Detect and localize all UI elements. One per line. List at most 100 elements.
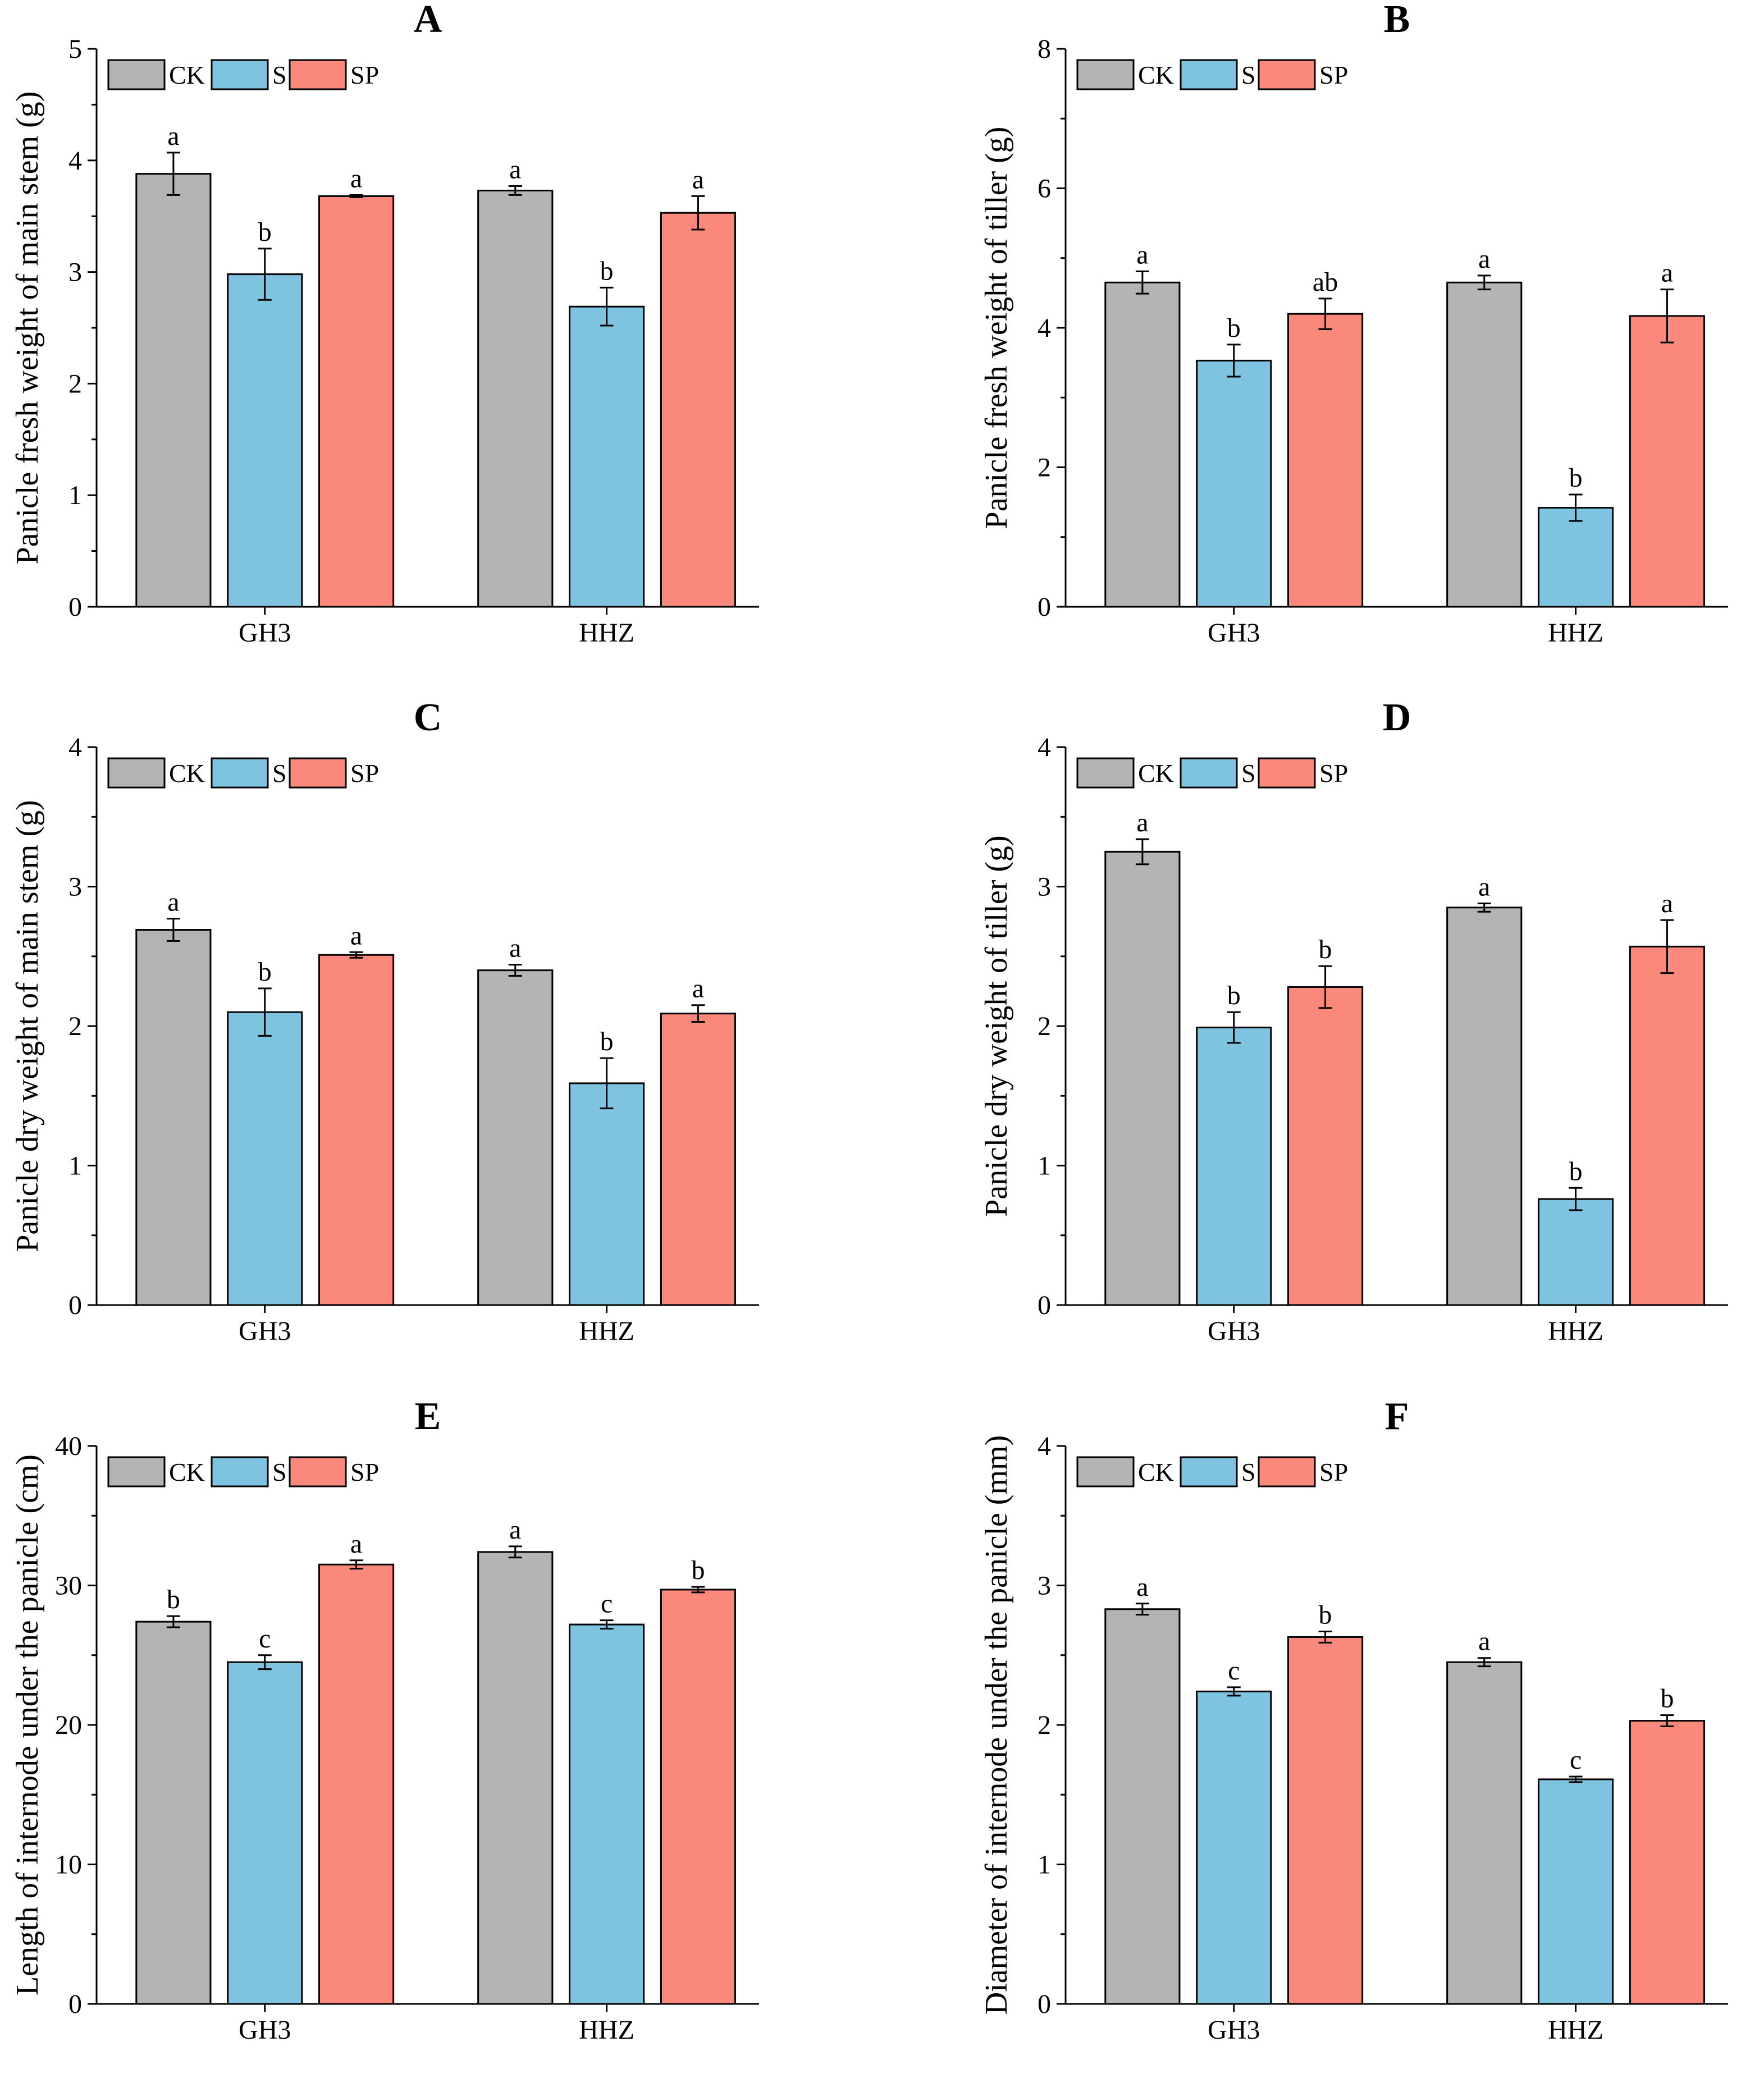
- significance-letter: c: [1228, 1656, 1240, 1686]
- legend-swatch-ck: [107, 757, 166, 789]
- x-tick-label: HHZ: [1548, 618, 1603, 648]
- panel-f: F Diameter of internode under the panicle…: [979, 1395, 1728, 2045]
- bar-s-gh3: [1196, 1690, 1272, 2005]
- y-tick-label: 4: [1038, 313, 1051, 343]
- x-tick-label: HHZ: [579, 1316, 634, 1346]
- panel-d: D Panicle dry weight of tiller (g) a a b b b a 0…: [979, 696, 1728, 1346]
- legend-label: SP: [1319, 759, 1348, 788]
- y-tick-label: 3: [1038, 872, 1051, 902]
- y-tick-label: 20: [55, 1710, 82, 1740]
- y-tick-label: 0: [68, 1290, 82, 1320]
- significance-letter: a: [350, 1529, 362, 1559]
- y-tick-label: 6: [1038, 174, 1051, 204]
- significance-letter: c: [1570, 1745, 1582, 1775]
- legend-label: SP: [350, 759, 379, 788]
- y-tick-label: 1: [1038, 1151, 1051, 1181]
- significance-letter: b: [1319, 1600, 1332, 1630]
- significance-letter: b: [600, 1027, 614, 1056]
- legend-swatch-sp: [1258, 757, 1316, 789]
- bar-sp-hhz: [1629, 945, 1706, 1306]
- significance-letter: a: [692, 974, 704, 1004]
- y-axis-label: Panicle dry weight of tiller (g): [979, 835, 1014, 1217]
- bar-ck-hhz: [1446, 281, 1523, 608]
- legend-swatch-sp: [1258, 1456, 1316, 1487]
- bar-ck-gh3: [1104, 1608, 1181, 2005]
- panel-title: D: [1383, 696, 1411, 739]
- significance-letter: a: [509, 155, 521, 185]
- bar-s-gh3: [1196, 1026, 1272, 1306]
- bar-sp-hhz: [1629, 1720, 1706, 2005]
- y-tick-label: 4: [68, 733, 82, 762]
- legend-label: SP: [1319, 1458, 1348, 1486]
- bar-sp-gh3: [1287, 1636, 1364, 2005]
- bar-sp-hhz: [660, 1013, 737, 1306]
- panel-e: E Length of internode under the panicle (…: [10, 1395, 759, 2045]
- y-tick-label: 0: [68, 592, 82, 622]
- panel-title: B: [1384, 0, 1410, 41]
- bar-s-gh3: [227, 1661, 303, 2005]
- significance-letter: a: [509, 1515, 521, 1545]
- bar-sp-gh3: [318, 1563, 395, 2005]
- y-tick-label: 3: [68, 872, 82, 902]
- bar-s-hhz: [1538, 1778, 1614, 2005]
- legend-swatch-ck: [107, 1456, 166, 1487]
- legend-swatch-sp: [289, 757, 347, 789]
- significance-letter: a: [1136, 1572, 1148, 1602]
- bar-s-gh3: [1196, 359, 1272, 608]
- x-tick-label: HHZ: [1548, 1316, 1603, 1346]
- y-tick-label: 3: [1038, 1571, 1051, 1601]
- bar-sp-gh3: [1287, 313, 1364, 608]
- x-tick-label: HHZ: [1548, 2015, 1603, 2045]
- bar-sp-gh3: [318, 954, 395, 1306]
- legend-swatch-s: [1180, 59, 1238, 90]
- y-axis-label: Panicle fresh weight of main stem (g): [10, 91, 45, 565]
- bar-ck-gh3: [135, 1621, 212, 2005]
- significance-letter: b: [691, 1555, 705, 1585]
- legend-swatch-s: [211, 1456, 269, 1487]
- y-tick-label: 4: [1038, 733, 1051, 762]
- panel-a: A Panicle fresh weight of main stem (g) a a…: [10, 0, 759, 648]
- bar-s-hhz: [569, 1082, 645, 1306]
- y-tick-label: 4: [1038, 1431, 1051, 1461]
- y-tick-label: 5: [68, 34, 82, 64]
- legend-label: S: [1241, 61, 1256, 89]
- significance-letter: a: [1136, 808, 1148, 837]
- y-tick-label: 10: [55, 1850, 82, 1880]
- bar-ck-gh3: [1104, 850, 1181, 1306]
- panel-title: A: [414, 0, 442, 41]
- significance-letter: a: [509, 933, 521, 963]
- bar-s-hhz: [569, 1623, 645, 2005]
- bar-sp-gh3: [1287, 986, 1364, 1306]
- y-axis-label: Panicle fresh weight of tiller (g): [979, 127, 1014, 529]
- significance-letter: a: [1478, 1627, 1490, 1656]
- legend-swatch-ck: [1076, 1456, 1135, 1487]
- bar-s-gh3: [227, 273, 303, 608]
- panel-title: E: [415, 1395, 441, 1438]
- significance-letter: b: [600, 256, 614, 286]
- panel-title: F: [1385, 1395, 1409, 1438]
- y-axis-label: Diameter of internode under the panicle …: [979, 1435, 1014, 2015]
- significance-letter: b: [1569, 463, 1583, 493]
- significance-letter: a: [1478, 872, 1490, 901]
- x-tick-label: HHZ: [579, 618, 634, 648]
- y-tick-label: 2: [1038, 1710, 1051, 1740]
- legend-swatch-s: [211, 757, 269, 789]
- legend-swatch-ck: [1076, 757, 1135, 789]
- legend-swatch-sp: [1258, 59, 1316, 90]
- significance-letter: ab: [1313, 267, 1338, 297]
- y-tick-label: 2: [68, 1011, 82, 1041]
- panel-c: C Panicle dry weight of main stem (g) a a b b…: [10, 696, 759, 1346]
- significance-letter: b: [167, 1585, 180, 1614]
- legend-label: S: [272, 61, 287, 89]
- bar-ck-gh3: [135, 929, 212, 1306]
- significance-letter: b: [258, 957, 272, 987]
- legend-label: SP: [350, 61, 379, 89]
- x-tick-label: GH3: [1208, 2015, 1260, 2045]
- significance-letter: a: [1661, 258, 1673, 288]
- x-tick-label: HHZ: [579, 2015, 634, 2045]
- significance-letter: a: [167, 887, 179, 917]
- legend-swatch-s: [211, 59, 269, 90]
- bar-s-hhz: [569, 305, 645, 608]
- significance-letter: a: [692, 164, 704, 194]
